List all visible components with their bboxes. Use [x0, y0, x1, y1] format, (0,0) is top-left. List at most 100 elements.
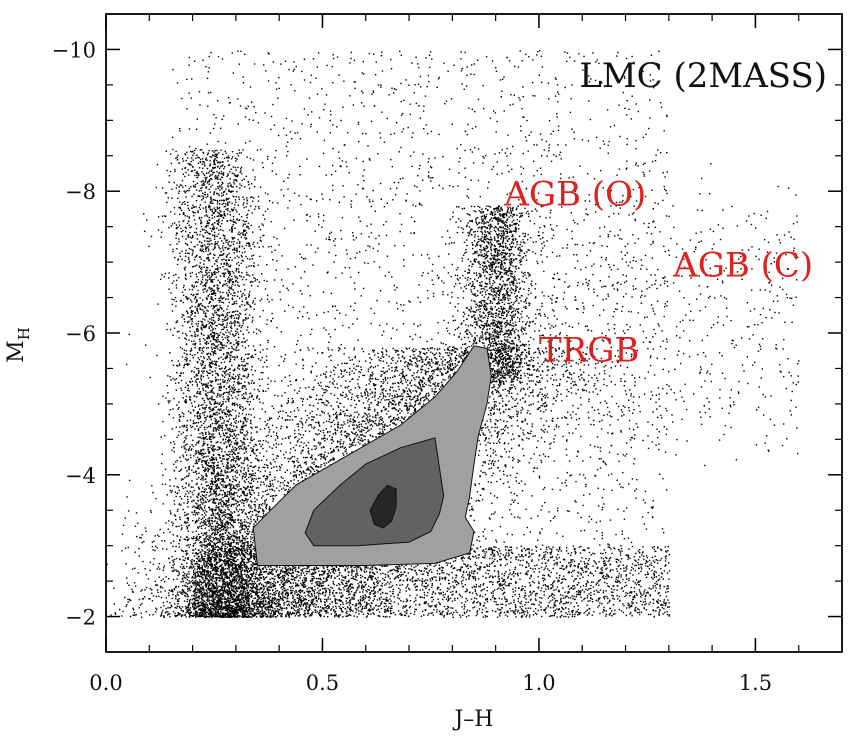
data-point	[204, 319, 206, 321]
data-point	[194, 605, 196, 607]
data-point	[219, 346, 222, 349]
data-point	[207, 552, 209, 554]
data-point	[263, 510, 265, 512]
data-point	[234, 314, 237, 316]
data-point	[250, 479, 253, 482]
data-point	[240, 572, 242, 575]
data-point	[203, 174, 206, 176]
data-point	[214, 349, 216, 352]
data-point	[213, 207, 215, 209]
data-point	[228, 301, 230, 304]
data-point	[198, 539, 200, 541]
data-point	[223, 258, 225, 260]
data-point	[220, 569, 222, 571]
data-point	[227, 410, 229, 412]
data-point	[223, 191, 225, 194]
data-point	[278, 364, 280, 367]
data-point	[214, 254, 216, 257]
data-point	[213, 402, 216, 404]
data-point	[230, 488, 233, 491]
data-point	[242, 616, 244, 618]
data-point	[224, 596, 226, 598]
data-point	[244, 385, 246, 387]
data-point	[204, 616, 207, 618]
data-point	[250, 306, 252, 308]
data-point	[201, 609, 203, 611]
data-point	[216, 171, 218, 173]
data-point	[211, 297, 213, 299]
data-point	[190, 412, 192, 414]
data-point	[232, 563, 234, 566]
data-point	[205, 589, 208, 591]
data-point	[205, 456, 207, 458]
data-point	[219, 267, 221, 269]
data-point	[185, 275, 187, 277]
data-point	[186, 297, 189, 300]
data-point	[211, 467, 214, 469]
data-point	[201, 271, 203, 273]
data-point	[221, 470, 223, 472]
data-point	[202, 285, 204, 287]
data-point	[247, 301, 249, 304]
data-point	[266, 348, 268, 350]
data-point	[241, 523, 243, 525]
data-point	[197, 176, 199, 179]
data-point	[210, 169, 213, 171]
data-point	[226, 342, 228, 344]
data-point	[212, 335, 214, 337]
data-point	[243, 417, 245, 419]
data-point	[247, 498, 249, 501]
data-point	[185, 278, 187, 281]
data-point	[178, 401, 180, 403]
data-point	[242, 233, 244, 236]
data-point	[243, 443, 246, 445]
data-point	[196, 385, 198, 387]
data-point	[165, 150, 167, 152]
data-point	[235, 160, 237, 162]
data-point	[243, 569, 246, 571]
data-point	[253, 571, 255, 573]
data-point	[240, 608, 242, 611]
data-point	[231, 364, 233, 367]
data-point	[188, 339, 190, 341]
data-point	[213, 289, 215, 292]
data-point	[217, 310, 220, 312]
data-point	[244, 230, 247, 232]
data-point	[200, 379, 203, 381]
data-point	[171, 449, 173, 451]
data-point	[201, 398, 204, 400]
data-point	[175, 287, 178, 289]
data-point	[207, 608, 209, 610]
data-point	[206, 195, 209, 197]
data-point	[214, 481, 216, 483]
data-point	[214, 559, 217, 561]
data-point	[190, 347, 192, 350]
data-point	[211, 422, 214, 425]
data-point	[208, 364, 211, 366]
data-point	[235, 375, 237, 378]
data-point	[214, 612, 217, 614]
data-point	[179, 420, 181, 422]
data-point	[184, 400, 186, 402]
data-point	[214, 310, 216, 312]
data-point	[207, 352, 210, 355]
data-point	[211, 390, 213, 392]
data-point	[235, 507, 237, 509]
data-point	[221, 416, 223, 418]
data-point	[190, 581, 192, 583]
data-point	[215, 603, 218, 606]
data-point	[252, 316, 254, 319]
data-point	[229, 185, 231, 187]
data-point	[220, 324, 222, 326]
data-point	[181, 235, 184, 238]
data-point	[222, 438, 224, 440]
data-point	[240, 447, 242, 450]
data-point	[179, 566, 182, 568]
data-point	[216, 243, 218, 245]
data-point	[216, 589, 218, 591]
data-point	[217, 166, 219, 168]
data-point	[204, 411, 206, 413]
data-point	[211, 409, 213, 412]
data-point	[201, 587, 203, 590]
